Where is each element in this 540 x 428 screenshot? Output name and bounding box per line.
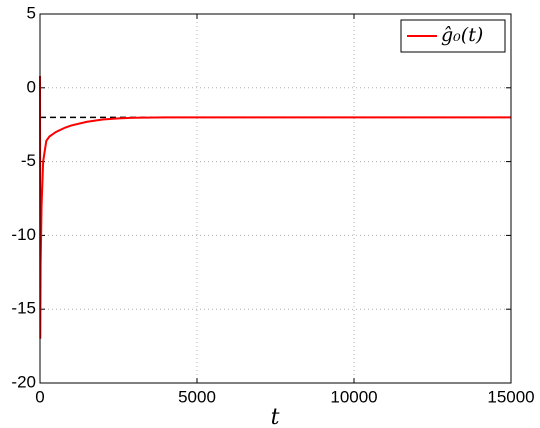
y-tick-label: -5 (21, 151, 36, 170)
y-tick-label: 5 (27, 3, 36, 22)
y-tick-label: -20 (11, 372, 36, 391)
y-tick-label: -10 (11, 225, 36, 244)
x-tick-label: 15000 (487, 387, 534, 406)
data-line (39, 75, 511, 339)
x-tick-label: 0 (35, 387, 44, 406)
x-axis-label: t (271, 405, 280, 428)
legend-label: ĝ₀(t) (441, 24, 483, 46)
y-tick-label: 0 (27, 77, 36, 96)
x-tick-label: 5000 (178, 387, 216, 406)
y-tick-label: -15 (11, 299, 36, 318)
plot-border (39, 13, 512, 384)
x-tick-label: 10000 (330, 387, 377, 406)
plot-area (40, 14, 511, 383)
